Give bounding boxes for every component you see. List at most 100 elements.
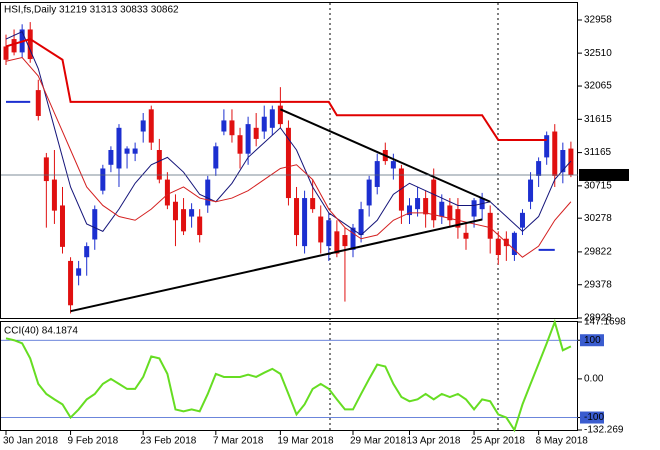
y-tick-label: 28928 xyxy=(584,313,612,324)
candle-body xyxy=(124,148,130,154)
candle-body xyxy=(511,232,517,255)
y-tick-label: 30715 xyxy=(584,181,612,192)
last-price-label: 30862 xyxy=(584,170,612,181)
price-title: HSI,fs,Daily 31219 31313 30833 30862 xyxy=(4,5,179,16)
x-tick-label: 30 Jan 2018 xyxy=(3,436,58,447)
overlay-line xyxy=(5,37,547,141)
candle-body xyxy=(366,179,372,206)
x-tick-label: 19 Mar 2018 xyxy=(277,436,334,447)
candle-body xyxy=(536,161,542,176)
candle-body xyxy=(221,120,227,132)
candle-body xyxy=(229,120,235,136)
candle-body xyxy=(11,39,17,53)
cci-line xyxy=(5,318,572,433)
candle-body xyxy=(213,146,219,169)
candle-body xyxy=(197,216,203,236)
candle-body xyxy=(35,90,41,116)
candle-body xyxy=(189,209,195,217)
candle-body xyxy=(463,232,469,239)
y-tick-label: 31615 xyxy=(584,114,612,125)
candle-body xyxy=(237,135,243,154)
candle-body xyxy=(528,179,534,202)
candle-body xyxy=(277,105,283,125)
candle-body xyxy=(68,260,74,306)
y-tick-label: 30278 xyxy=(584,213,612,224)
overlay-line xyxy=(279,108,491,203)
candle-body xyxy=(116,127,122,169)
candle-body xyxy=(398,168,404,211)
candle-body xyxy=(342,235,348,247)
x-tick-label: 29 Mar 2018 xyxy=(350,436,407,447)
candle-body xyxy=(358,209,364,236)
candle-body xyxy=(544,135,550,158)
candle-body xyxy=(92,209,98,240)
candle-body xyxy=(27,29,33,60)
y-tick-label: 147.1698 xyxy=(584,317,626,328)
candle-body xyxy=(407,205,412,216)
level-label-box xyxy=(580,411,604,424)
candle-body xyxy=(253,127,259,139)
x-tick-label: 9 Feb 2018 xyxy=(68,436,119,447)
candle-body xyxy=(495,238,501,255)
candle-body xyxy=(560,150,566,173)
candle-body xyxy=(59,205,65,247)
candle-body xyxy=(3,46,9,60)
candle-body xyxy=(84,246,90,258)
y-tick-label: -132.269 xyxy=(584,425,624,436)
candle-body xyxy=(302,198,308,247)
x-tick-label: 13 Apr 2018 xyxy=(407,436,461,447)
y-tick-label: 29822 xyxy=(584,247,612,258)
candle-body xyxy=(552,131,558,176)
candle-body xyxy=(294,198,300,236)
candle-body xyxy=(487,212,493,239)
candle-body xyxy=(390,161,396,169)
candle-body xyxy=(43,157,49,182)
candle-body xyxy=(285,127,291,199)
candle-body xyxy=(447,205,453,221)
cci-panel xyxy=(0,321,578,431)
candle-body xyxy=(318,216,324,243)
candle-body xyxy=(455,209,461,228)
y-tick-label: 100 xyxy=(584,335,601,346)
y-tick-label: 32958 xyxy=(584,15,612,26)
x-tick-label: 25 Apr 2018 xyxy=(471,436,525,447)
cci-title: CCI(40) 84.1874 xyxy=(4,326,78,337)
candle-body xyxy=(132,148,138,154)
level-label-box xyxy=(580,334,604,347)
y-tick-label: 32065 xyxy=(584,81,612,92)
overlay-line xyxy=(5,57,572,258)
y-tick-label: -100 xyxy=(584,412,604,423)
last-price-box xyxy=(579,168,629,181)
candle-body xyxy=(431,179,437,221)
candle-body xyxy=(439,201,445,217)
x-tick-label: 8 May 2018 xyxy=(536,436,589,447)
overlay-line xyxy=(5,31,572,236)
y-tick-label: 0.00 xyxy=(584,374,604,385)
candle-body xyxy=(181,209,187,232)
candle-body xyxy=(519,212,525,228)
candle-body xyxy=(205,179,211,206)
x-tick-label: 23 Feb 2018 xyxy=(140,436,197,447)
y-tick-label: 29378 xyxy=(584,279,612,290)
candle-body xyxy=(269,109,275,128)
y-tick-label: 31165 xyxy=(584,147,612,158)
candle-body xyxy=(156,150,162,180)
candle-body xyxy=(100,168,106,191)
overlay-line xyxy=(70,218,483,313)
candle-body xyxy=(471,200,477,217)
candle-body xyxy=(148,109,154,143)
candle-body xyxy=(350,227,356,250)
candle-body xyxy=(164,179,170,206)
candle-body xyxy=(334,231,340,254)
y-tick-label: 32510 xyxy=(584,48,612,59)
candle-body xyxy=(261,116,267,132)
candle-body xyxy=(423,198,429,215)
candle-body xyxy=(326,220,332,247)
candle-body xyxy=(310,198,316,210)
candle-body xyxy=(245,124,251,154)
candle-body xyxy=(374,161,380,187)
candle-body xyxy=(140,120,146,132)
candle-body xyxy=(415,198,421,210)
candle-body xyxy=(108,150,114,165)
